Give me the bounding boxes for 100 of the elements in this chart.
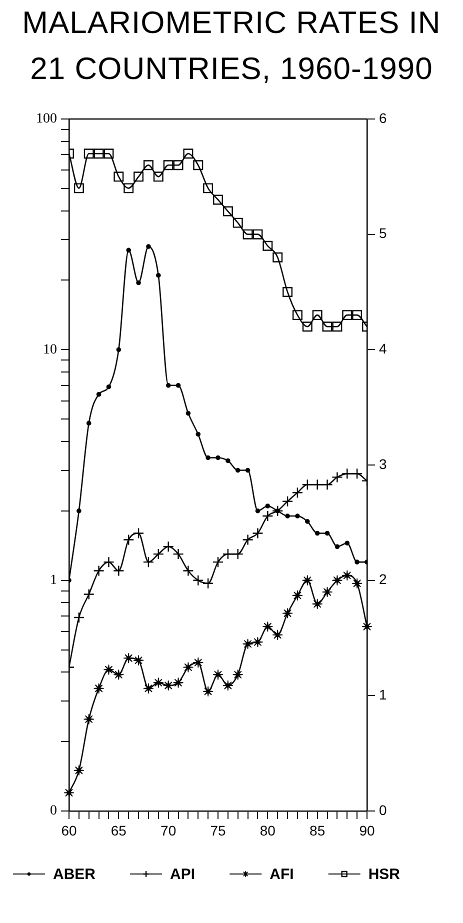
x-tick-label: 70 (160, 822, 176, 838)
point (212, 669, 224, 680)
point (202, 686, 214, 697)
point (262, 510, 274, 522)
point (242, 534, 254, 546)
point (312, 479, 323, 490)
point (76, 508, 82, 514)
point (354, 560, 360, 564)
point (152, 548, 164, 560)
legend-label: ABER (53, 866, 96, 884)
point (123, 534, 134, 546)
point (86, 420, 92, 426)
y2-tick-label: 1 (379, 686, 387, 703)
point (255, 508, 260, 514)
point (172, 548, 184, 560)
point (133, 654, 144, 666)
point (166, 383, 171, 388)
y-tick-label: 0 (50, 804, 57, 819)
point (332, 472, 343, 483)
x-tick-label: 85 (310, 822, 326, 838)
point (342, 570, 353, 581)
point (206, 455, 210, 460)
point (302, 574, 313, 586)
point (226, 458, 230, 464)
chart-title: MALARIOMETRIC RATES IN 21 COUNTRIES, 1960-1990 (21, 4, 442, 88)
point (322, 479, 333, 490)
point (245, 468, 250, 473)
point (222, 548, 234, 560)
point (143, 683, 154, 694)
point (216, 455, 220, 460)
point (232, 548, 244, 560)
x-tick-label: 60 (61, 822, 77, 838)
point (176, 383, 181, 388)
point (314, 530, 320, 536)
legend-label: AFI (270, 866, 294, 884)
y-tick-label: 100 (36, 112, 57, 127)
point (352, 578, 362, 589)
point (136, 280, 141, 286)
x-tick-label: 65 (110, 822, 127, 838)
point (202, 578, 214, 589)
y-tick-label: 1 (50, 573, 57, 588)
point (342, 468, 353, 480)
y2-tick-label: 6 (379, 110, 387, 126)
point (192, 574, 204, 586)
point (192, 657, 204, 668)
point (282, 608, 293, 619)
point (196, 432, 201, 437)
point (142, 556, 154, 568)
point (162, 680, 174, 691)
point (351, 468, 363, 480)
point (182, 565, 194, 576)
point (64, 787, 74, 798)
point (212, 556, 224, 568)
point (285, 514, 290, 518)
point (126, 248, 131, 253)
point (73, 612, 85, 624)
point (106, 384, 112, 390)
point (295, 514, 300, 518)
point (116, 347, 122, 352)
y2-tick-label: 0 (379, 802, 387, 818)
point (305, 519, 310, 524)
point (282, 496, 294, 507)
point (153, 677, 164, 688)
point (332, 574, 343, 586)
point (302, 479, 313, 490)
point (252, 636, 264, 648)
point (232, 669, 244, 680)
point (242, 638, 254, 650)
point (146, 244, 151, 249)
point (292, 590, 303, 601)
y2-tick-label: 4 (379, 340, 387, 357)
point (103, 556, 114, 568)
point (344, 540, 350, 546)
x-tick-label: 80 (260, 822, 276, 838)
point (262, 621, 274, 632)
point (186, 410, 191, 416)
point (272, 505, 284, 516)
x-tick-label: 90 (359, 822, 375, 838)
point (96, 392, 102, 397)
point (74, 764, 84, 776)
point (93, 565, 104, 576)
point (292, 487, 304, 498)
point (103, 664, 114, 676)
point (156, 272, 161, 278)
point (235, 468, 240, 473)
point (265, 504, 270, 508)
point (113, 669, 124, 680)
point (275, 508, 280, 514)
legend-label: API (170, 866, 196, 884)
legend-label: HSR (368, 866, 400, 884)
point (252, 528, 264, 539)
point (324, 530, 330, 536)
point (172, 677, 184, 688)
y2-tick-label: 3 (379, 456, 387, 472)
point (334, 544, 340, 550)
point (113, 565, 124, 576)
x-tick-label: 75 (210, 822, 226, 838)
point (322, 586, 333, 598)
y-tick-label: 10 (43, 342, 57, 358)
point (182, 662, 194, 673)
